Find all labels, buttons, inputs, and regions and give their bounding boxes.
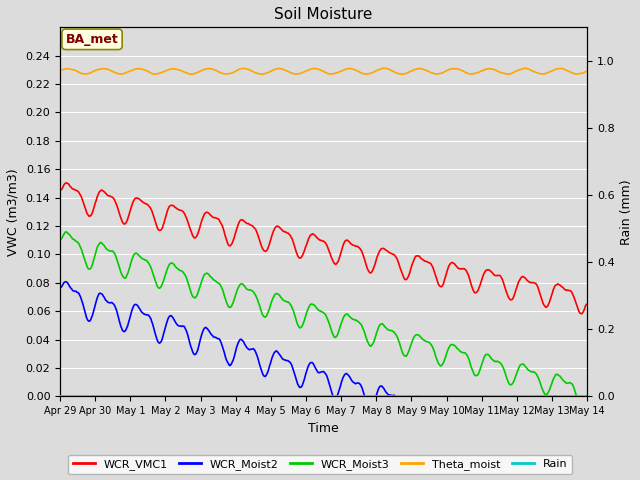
Legend: WCR_VMC1, WCR_Moist2, WCR_Moist3, Theta_moist, Rain: WCR_VMC1, WCR_Moist2, WCR_Moist3, Theta_… bbox=[68, 455, 572, 474]
Y-axis label: VWC (m3/m3): VWC (m3/m3) bbox=[7, 168, 20, 256]
Y-axis label: Rain (mm): Rain (mm) bbox=[620, 179, 633, 245]
X-axis label: Time: Time bbox=[308, 421, 339, 435]
Text: BA_met: BA_met bbox=[66, 33, 118, 46]
Title: Soil Moisture: Soil Moisture bbox=[275, 7, 372, 22]
